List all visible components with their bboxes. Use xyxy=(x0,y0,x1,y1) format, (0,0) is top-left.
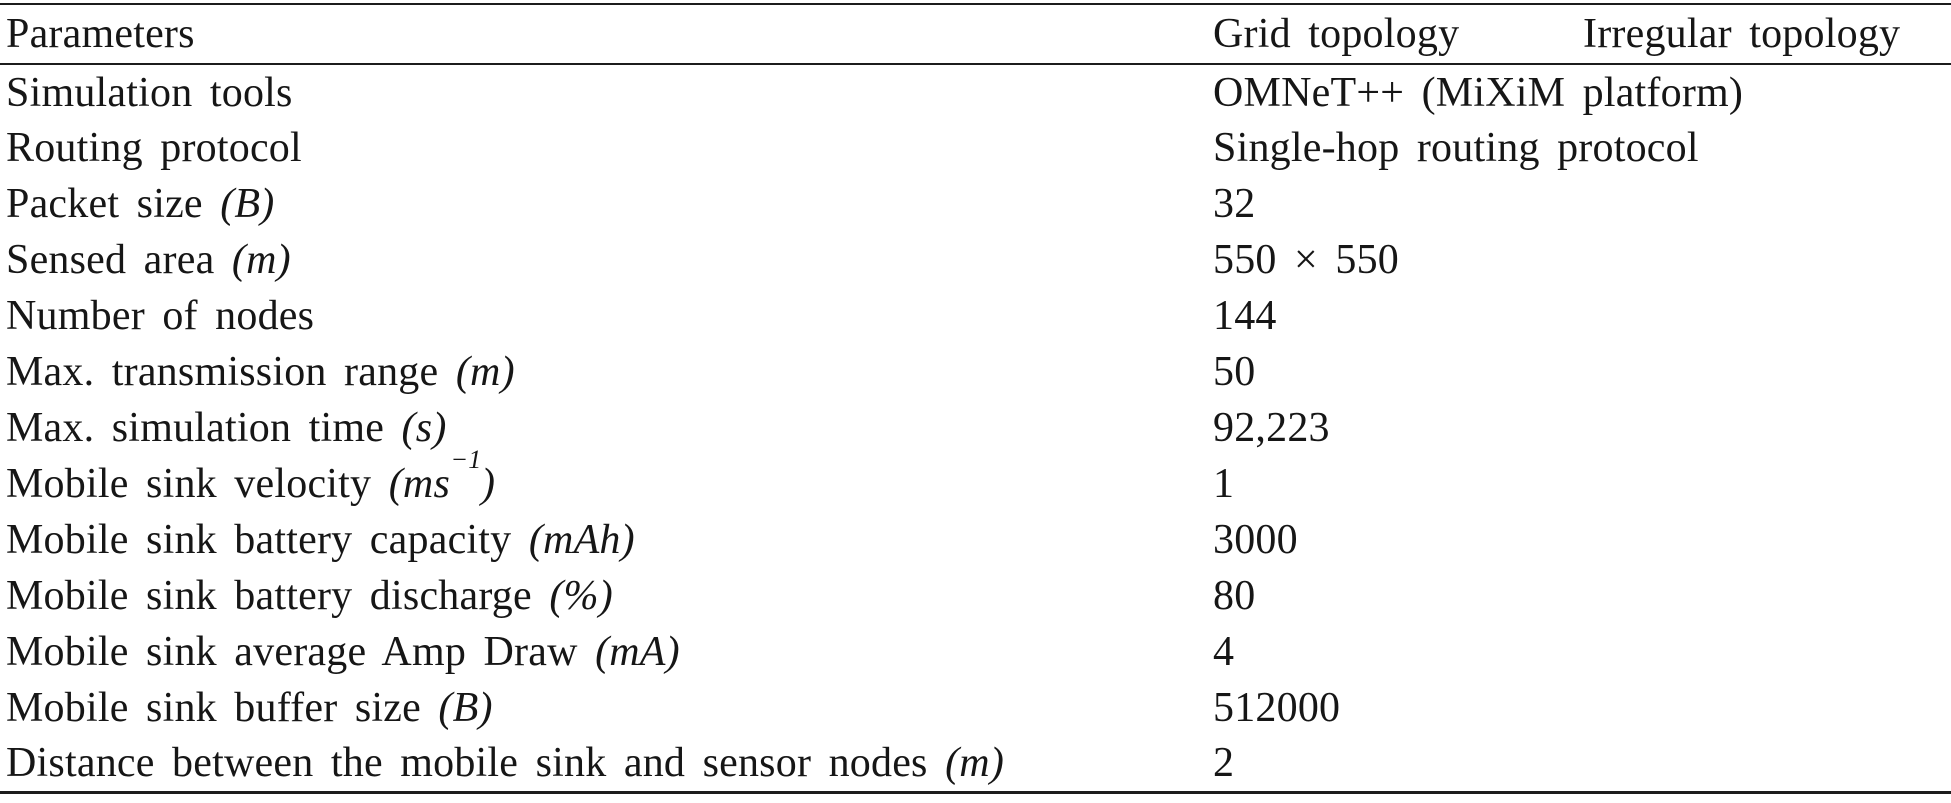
value-cell: 32 xyxy=(1213,181,1256,227)
table-row: Mobile sink buffer size (B) 512000 xyxy=(0,680,1951,736)
param-cell: Simulation tools xyxy=(0,64,1213,120)
param-unit: (m) xyxy=(455,349,515,395)
param-unit: (mAh) xyxy=(528,517,635,563)
param-cell: Packet size (B) xyxy=(0,176,1213,232)
table-row: Max. simulation time (s) 92,223 xyxy=(0,400,1951,456)
table-body: Simulation tools OMNeT++ (MiXiM platform)… xyxy=(0,64,1951,792)
param-unit: (B) xyxy=(438,685,493,731)
param-cell: Sensed area (m) xyxy=(0,232,1213,288)
value-cell: 512000 xyxy=(1213,685,1341,731)
param-label: Mobile sink battery discharge xyxy=(6,573,532,619)
param-unit: (B) xyxy=(220,181,275,227)
param-cell: Mobile sink battery capacity (mAh) xyxy=(0,512,1213,568)
value-cell: 80 xyxy=(1213,573,1256,619)
param-label: Packet size xyxy=(6,181,203,227)
param-unit: (mA) xyxy=(595,629,680,675)
param-cell: Mobile sink velocity (ms−1) xyxy=(0,444,1213,512)
table-row: Simulation tools OMNeT++ (MiXiM platform) xyxy=(0,64,1951,120)
value-cell: 550 × 550 xyxy=(1213,237,1400,283)
param-cell: Distance between the mobile sink and sen… xyxy=(0,736,1213,792)
param-cell: Routing protocol xyxy=(0,120,1213,176)
value-cell: 144 xyxy=(1213,293,1277,339)
param-label: Simulation tools xyxy=(6,69,293,116)
table-row: Number of nodes 144 xyxy=(0,288,1951,344)
table-row: Max. transmission range (m) 50 xyxy=(0,344,1951,400)
value-cell: 92,223 xyxy=(1213,405,1330,451)
table-row: Routing protocol Single-hop routing proto… xyxy=(0,120,1951,176)
param-cell: Mobile sink average Amp Draw (mA) xyxy=(0,624,1213,680)
table-header-row: Parameters Grid topology Irregular topol… xyxy=(0,4,1951,64)
param-label: Number of nodes xyxy=(6,293,315,339)
table-row: Packet size (B) 32 xyxy=(0,176,1951,232)
value-cell: 2 xyxy=(1213,740,1235,787)
value-cell: 3000 xyxy=(1213,517,1298,563)
param-cell: Max. simulation time (s) xyxy=(0,400,1213,456)
unit-exponent: −1 xyxy=(450,444,482,474)
param-cell: Mobile sink battery discharge (%) xyxy=(0,568,1213,624)
table-row: Mobile sink battery discharge (%) 80 xyxy=(0,568,1951,624)
param-label: Mobile sink buffer size xyxy=(6,685,421,731)
param-unit: (m) xyxy=(231,237,291,283)
value-cell: OMNeT++ (MiXiM platform) xyxy=(1213,69,1744,116)
param-cell: Max. transmission range (m) xyxy=(0,344,1213,400)
table-row: Mobile sink average Amp Draw (mA) 4 xyxy=(0,624,1951,680)
column-header-parameters: Parameters xyxy=(6,11,195,57)
simulation-parameters-table: Parameters Grid topology Irregular topol… xyxy=(0,3,1951,794)
value-cell: 4 xyxy=(1213,629,1235,675)
value-cell: Single-hop routing protocol xyxy=(1213,125,1699,171)
table-row: Sensed area (m) 550 × 550 xyxy=(0,232,1951,288)
table-row: Mobile sink battery capacity (mAh) 3000 xyxy=(0,512,1951,568)
param-label: Max. simulation time xyxy=(6,405,385,451)
value-cell: 50 xyxy=(1213,349,1256,395)
table-row: Distance between the mobile sink and sen… xyxy=(0,736,1951,792)
value-cell: 1 xyxy=(1213,461,1235,507)
table-row: Mobile sink velocity (ms−1) 1 xyxy=(0,444,1951,512)
param-label: Mobile sink average Amp Draw xyxy=(6,629,578,675)
param-unit: (%) xyxy=(549,573,613,619)
param-label: Routing protocol xyxy=(6,125,302,171)
column-header-grid-topology: Grid topology xyxy=(1213,11,1460,57)
param-unit: (ms−1) xyxy=(388,444,496,507)
param-label: Mobile sink velocity xyxy=(6,461,372,507)
param-unit: (s) xyxy=(401,405,447,451)
param-cell: Mobile sink buffer size (B) xyxy=(0,680,1213,736)
param-label: Mobile sink battery capacity xyxy=(6,517,512,563)
column-header-irregular-topology: Irregular topology xyxy=(1583,11,1901,57)
param-label: Max. transmission range xyxy=(6,349,439,395)
param-cell: Number of nodes xyxy=(0,288,1213,344)
param-label: Distance between the mobile sink and sen… xyxy=(6,740,928,787)
param-label: Sensed area xyxy=(6,237,215,283)
param-unit: (m) xyxy=(945,740,1005,787)
